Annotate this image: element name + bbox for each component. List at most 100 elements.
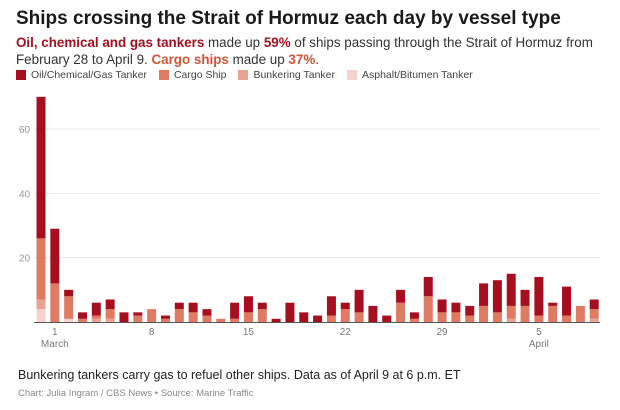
credit-line: Chart: Julia Ingram / CBS News • Source:… [18, 388, 254, 399]
bar-segment [243, 296, 253, 313]
bar-segment [520, 289, 530, 306]
legend-label: Asphalt/Bitumen Tanker [362, 69, 473, 81]
bar-segment [230, 302, 240, 319]
bar-segment [257, 302, 267, 310]
bar-segment [133, 315, 143, 322]
bar-segment [160, 318, 170, 322]
bar-segment [133, 312, 143, 316]
bar-segment [202, 315, 212, 322]
bar-segment [340, 302, 350, 310]
bar-segment [174, 302, 184, 310]
subtitle-pct-tankers: 59% [263, 35, 291, 50]
x-tick-label: 1 [52, 327, 58, 338]
bar-segment [160, 315, 170, 319]
bar-segment [520, 305, 530, 322]
bar-segment [174, 309, 184, 322]
bar-segment [105, 299, 115, 310]
legend-swatch [16, 70, 26, 80]
bar-segment [423, 296, 433, 322]
bar-segment [91, 315, 101, 319]
bar-segment [451, 302, 461, 313]
bar-segment [230, 318, 240, 322]
bar-segment [105, 318, 115, 322]
footnote: Bunkering tankers carry gas to refuel ot… [18, 368, 461, 382]
bar-segment [423, 276, 433, 297]
bar-segment [437, 312, 447, 322]
legend-label: Oil/Chemical/Gas Tanker [31, 69, 147, 81]
bar-segment [188, 302, 198, 313]
bar-segment [437, 299, 447, 313]
bar-segment [77, 312, 87, 319]
x-tick-sublabel: March [41, 339, 69, 350]
bar-segment [396, 302, 406, 322]
bar-segment [534, 315, 544, 322]
bar-segment [548, 302, 558, 306]
x-tick-sublabel: April [529, 339, 549, 350]
legend-item-cargo: Cargo Ship [158, 69, 227, 81]
bar-segment [589, 299, 599, 310]
chart-title: Ships crossing the Strait of Hormuz each… [16, 8, 561, 29]
bar-segment [271, 318, 281, 322]
x-tick-label: 29 [437, 327, 449, 338]
bar-segment [396, 289, 406, 303]
subtitle-text: made up [204, 35, 264, 50]
bar-segment [506, 318, 516, 322]
bar-segment [465, 315, 475, 322]
legend-swatch [158, 70, 169, 80]
bar-segment [492, 312, 502, 322]
x-tick-label: 22 [340, 327, 352, 338]
subtitle-cargo: Cargo ships [151, 52, 229, 67]
subtitle-tankers: Oil, chemical and gas tankers [16, 35, 205, 50]
bar-segment [326, 315, 336, 322]
bar-segment [354, 289, 364, 313]
subtitle-text: of ships passing through the Strait of H… [16, 35, 593, 67]
x-tick-label: 8 [149, 327, 155, 338]
bar-segment [326, 296, 336, 316]
bar-segment [188, 312, 198, 322]
subtitle-pct-cargo: 37% [288, 52, 316, 67]
subtitle-text: . [315, 52, 319, 67]
legend: Oil/Chemical/Gas Tanker Cargo Ship Bunke… [16, 69, 473, 81]
bar-segment [77, 318, 87, 322]
legend-item-asphalt: Asphalt/Bitumen Tanker [347, 69, 473, 81]
subtitle-text: made up [228, 52, 289, 67]
bar-segment [409, 312, 419, 319]
bar-segment [313, 315, 323, 322]
bar-segment [479, 305, 489, 322]
bar-segment [64, 318, 74, 322]
bar-segment [285, 302, 295, 322]
legend-item-bunkering: Bunkering Tanker [238, 69, 335, 81]
bar-segment [548, 305, 558, 322]
bar-segment [91, 318, 101, 322]
bar-segment [465, 305, 475, 316]
bar-segment [202, 309, 212, 316]
bar-segment [506, 305, 516, 319]
bar-segment [409, 318, 419, 322]
bar-segment [340, 309, 350, 322]
legend-swatch [347, 70, 357, 80]
bar-segment [506, 273, 516, 306]
bar-segment [36, 309, 46, 322]
legend-label: Cargo Ship [173, 69, 227, 81]
x-tick-label: 15 [243, 327, 255, 338]
bar-segment [589, 309, 599, 319]
bar-segment [64, 289, 74, 297]
bar-segment [451, 312, 461, 322]
bar-segment [36, 96, 46, 239]
bar-segment [243, 312, 253, 322]
bar-segment [91, 302, 101, 316]
bar-segment [492, 280, 502, 313]
bar-segment [50, 228, 60, 284]
bar-segment [368, 305, 378, 322]
chart-subtitle: Oil, chemical and gas tankers made up 59… [16, 34, 612, 68]
bar-segment [534, 276, 544, 316]
y-tick-label: 40 [19, 189, 31, 200]
bar-segment [50, 283, 60, 322]
bar-segment [354, 312, 364, 322]
legend-item-tanker: Oil/Chemical/Gas Tanker [16, 69, 147, 81]
y-tick-label: 20 [19, 254, 31, 265]
bar-segment [64, 296, 74, 319]
bar-segment [119, 312, 129, 322]
y-tick-label: 60 [19, 125, 31, 136]
